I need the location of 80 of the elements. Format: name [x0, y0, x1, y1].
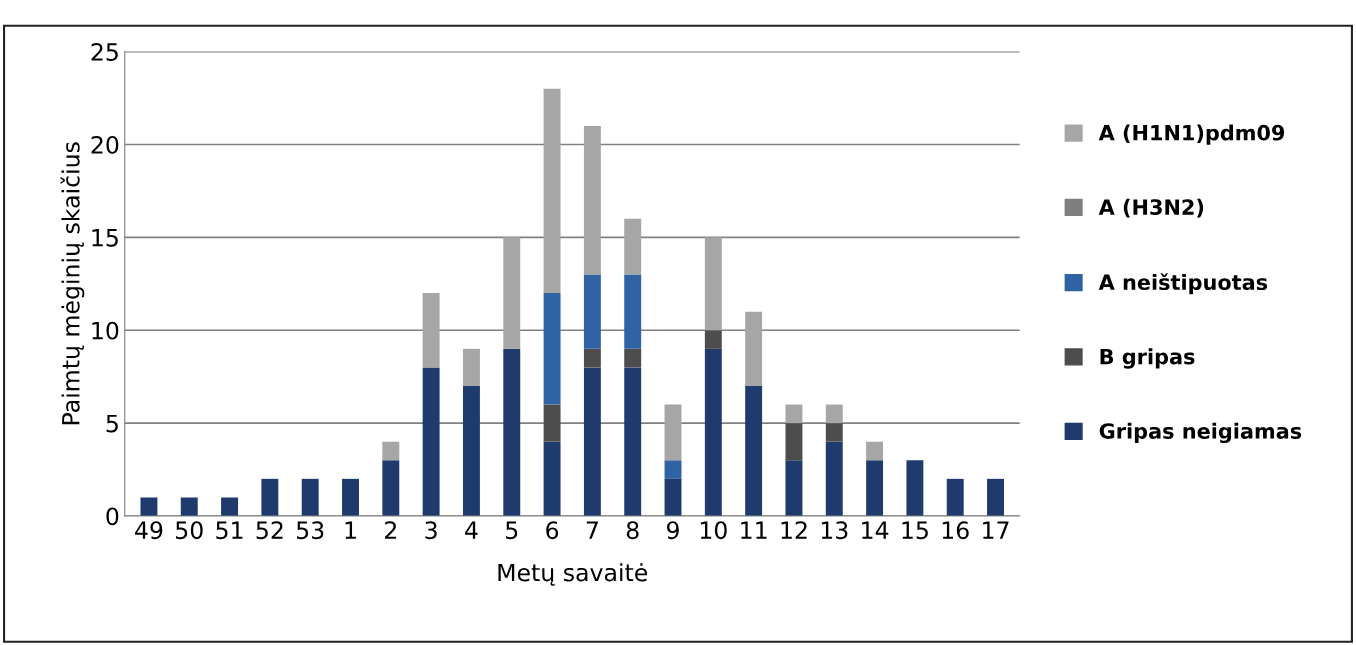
x-tick-label: 13	[821, 521, 848, 540]
bar	[462, 385, 480, 516]
x-tick-label: 2	[385, 521, 396, 539]
bar	[221, 497, 239, 516]
bar	[624, 218, 642, 275]
x-tick-label: 11	[741, 521, 767, 539]
bar	[422, 293, 440, 368]
x-tick-label: 52	[256, 521, 283, 540]
y-tick-label: 15	[92, 229, 118, 247]
bar	[785, 460, 803, 516]
y-tick-label: 20	[91, 135, 119, 154]
bar	[987, 478, 1004, 516]
bar	[664, 404, 682, 461]
bar	[946, 478, 964, 516]
legend-label: Gripas neigiamas	[1099, 422, 1302, 444]
bar	[624, 348, 642, 368]
bar	[866, 441, 884, 461]
bar	[624, 367, 642, 516]
x-tick-label: 14	[862, 521, 889, 539]
bar	[543, 293, 561, 405]
bar	[180, 497, 198, 516]
bar	[583, 274, 601, 349]
x-tick-label: 49	[135, 521, 163, 540]
x-tick-label: 16	[942, 521, 969, 540]
x-tick-label: 5	[506, 521, 518, 540]
bar	[624, 274, 642, 349]
x-tick-label: 17	[983, 521, 1009, 539]
x-tick-label: 7	[586, 521, 598, 539]
x-tick-label: 10	[700, 521, 727, 540]
x-axis-title: Metų savaitė	[498, 563, 648, 586]
legend-label: A (H1N1)pdm09	[1098, 124, 1285, 145]
y-tick-label: 0	[106, 507, 119, 526]
bar	[543, 441, 561, 516]
bar	[583, 348, 601, 368]
bar	[140, 497, 158, 516]
x-tick-label: 12	[781, 521, 807, 539]
bar	[301, 478, 319, 516]
y-tick-label: 5	[106, 414, 118, 433]
x-tick-label: 8	[626, 521, 639, 540]
y-tick-label: 25	[91, 43, 118, 61]
bar	[583, 367, 601, 516]
bar	[543, 88, 561, 294]
bar	[704, 237, 722, 331]
bar	[785, 404, 803, 424]
x-tick-label: 9	[666, 521, 679, 540]
legend-label: A neištipuotas	[1098, 273, 1268, 295]
bar	[382, 460, 400, 516]
bar	[745, 385, 763, 516]
x-tick-label: 1	[345, 521, 356, 539]
bar	[261, 478, 279, 516]
legend-label: A (H3N2)	[1098, 198, 1204, 218]
bar	[462, 348, 480, 386]
bar	[543, 404, 561, 442]
bar	[825, 423, 843, 442]
x-tick-label: 3	[425, 521, 437, 540]
bar	[825, 441, 843, 516]
x-tick-label: 6	[546, 521, 559, 540]
bar	[745, 311, 763, 386]
bar	[785, 423, 803, 461]
bar	[704, 348, 722, 516]
bar	[422, 367, 440, 516]
bar	[503, 348, 521, 516]
x-tick-label: 4	[465, 521, 478, 539]
bar	[906, 460, 924, 516]
bar	[704, 330, 722, 349]
x-tick-label: 51	[216, 521, 243, 540]
legend-label: B gripas	[1100, 348, 1195, 369]
bar	[342, 478, 359, 516]
bar	[503, 237, 521, 349]
y-axis-title: Paimtų mėginių skaičius	[60, 142, 85, 425]
bar	[583, 125, 601, 275]
bar	[825, 404, 843, 424]
y-tick-label: 10	[92, 321, 119, 340]
bar	[866, 460, 884, 516]
x-tick-label: 53	[296, 521, 324, 540]
x-tick-label: 50	[176, 521, 203, 540]
bar	[382, 441, 400, 461]
x-tick-label: 15	[902, 521, 928, 540]
bar	[664, 478, 682, 516]
bar	[664, 460, 682, 479]
